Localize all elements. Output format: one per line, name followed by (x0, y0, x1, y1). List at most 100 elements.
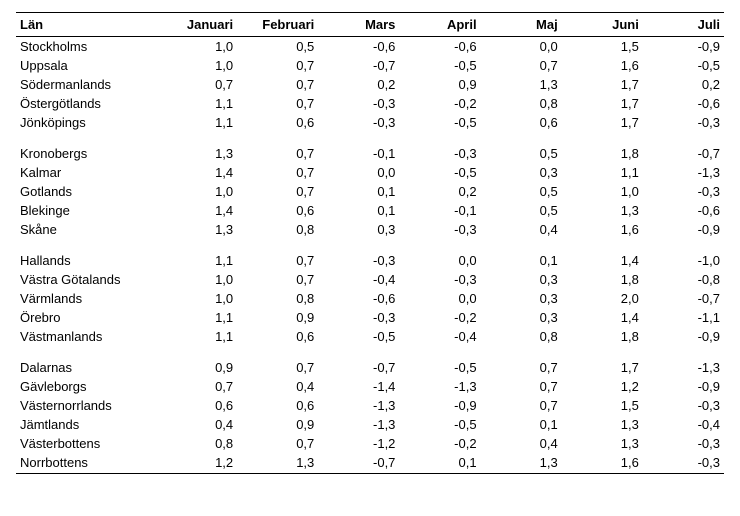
value-cell: 0,7 (481, 377, 562, 396)
value-cell: 0,3 (481, 163, 562, 182)
table-row: Gotlands1,00,70,10,20,51,0-0,3 (16, 182, 724, 201)
table-row: Norrbottens1,21,3-0,70,11,31,6-0,3 (16, 453, 724, 474)
value-cell: 0,6 (156, 396, 237, 415)
value-cell: 1,0 (156, 182, 237, 201)
table-row: Blekinge1,40,60,1-0,10,51,3-0,6 (16, 201, 724, 220)
value-cell: -1,2 (318, 434, 399, 453)
value-cell: -0,1 (318, 144, 399, 163)
value-cell: -0,6 (643, 201, 724, 220)
table-row: Västra Götalands1,00,7-0,4-0,30,31,8-0,8 (16, 270, 724, 289)
group-spacer (16, 132, 724, 144)
value-cell: 1,0 (156, 270, 237, 289)
group-spacer (16, 346, 724, 358)
table-row: Jämtlands0,40,9-1,3-0,50,11,3-0,4 (16, 415, 724, 434)
county-name-cell: Gotlands (16, 182, 156, 201)
value-cell: -0,5 (643, 56, 724, 75)
value-cell: 0,3 (481, 308, 562, 327)
value-cell: 0,4 (481, 220, 562, 239)
col-header-juli: Juli (643, 13, 724, 37)
value-cell: 1,0 (156, 56, 237, 75)
value-cell: -0,3 (318, 308, 399, 327)
value-cell: -0,3 (399, 270, 480, 289)
table-row: Västernorrlands0,60,6-1,3-0,90,71,5-0,3 (16, 396, 724, 415)
value-cell: 0,0 (318, 163, 399, 182)
county-name-cell: Västerbottens (16, 434, 156, 453)
value-cell: -0,9 (643, 377, 724, 396)
value-cell: 0,7 (237, 270, 318, 289)
value-cell: -0,5 (399, 358, 480, 377)
value-cell: 0,7 (237, 144, 318, 163)
value-cell: 1,5 (562, 396, 643, 415)
value-cell: 1,6 (562, 56, 643, 75)
value-cell: 1,5 (562, 37, 643, 57)
value-cell: 0,8 (156, 434, 237, 453)
table-row: Södermanlands0,70,70,20,91,31,70,2 (16, 75, 724, 94)
value-cell: 0,4 (481, 434, 562, 453)
table-row: Hallands1,10,7-0,30,00,11,4-1,0 (16, 251, 724, 270)
value-cell: 1,3 (156, 144, 237, 163)
value-cell: -0,7 (318, 56, 399, 75)
value-cell: 0,2 (643, 75, 724, 94)
group-spacer (16, 239, 724, 251)
value-cell: 0,8 (237, 289, 318, 308)
value-cell: 1,1 (156, 94, 237, 113)
value-cell: 0,1 (318, 182, 399, 201)
value-cell: -0,9 (643, 220, 724, 239)
value-cell: 0,8 (481, 94, 562, 113)
county-name-cell: Västra Götalands (16, 270, 156, 289)
value-cell: -0,3 (643, 113, 724, 132)
value-cell: 0,3 (318, 220, 399, 239)
value-cell: 0,5 (481, 201, 562, 220)
value-cell: 0,3 (481, 289, 562, 308)
county-name-cell: Värmlands (16, 289, 156, 308)
value-cell: 0,0 (481, 37, 562, 57)
value-cell: 0,1 (481, 251, 562, 270)
value-cell: 1,1 (156, 113, 237, 132)
value-cell: 1,1 (156, 308, 237, 327)
table-row: Västmanlands1,10,6-0,5-0,40,81,8-0,9 (16, 327, 724, 346)
value-cell: 0,9 (156, 358, 237, 377)
value-cell: -0,6 (399, 37, 480, 57)
value-cell: 1,3 (562, 415, 643, 434)
county-name-cell: Kronobergs (16, 144, 156, 163)
value-cell: 0,8 (237, 220, 318, 239)
value-cell: -0,5 (318, 327, 399, 346)
value-cell: -0,5 (399, 163, 480, 182)
value-cell: -0,3 (643, 182, 724, 201)
table-row: Dalarnas0,90,7-0,7-0,50,71,7-1,3 (16, 358, 724, 377)
value-cell: 1,8 (562, 270, 643, 289)
col-header-januari: Januari (156, 13, 237, 37)
value-cell: 0,7 (237, 163, 318, 182)
col-header-april: April (399, 13, 480, 37)
county-name-cell: Stockholms (16, 37, 156, 57)
value-cell: -0,5 (399, 56, 480, 75)
table-row: Västerbottens0,80,7-1,2-0,20,41,3-0,3 (16, 434, 724, 453)
county-name-cell: Örebro (16, 308, 156, 327)
county-name-cell: Blekinge (16, 201, 156, 220)
col-header-mars: Mars (318, 13, 399, 37)
value-cell: 0,7 (481, 358, 562, 377)
value-cell: -0,9 (399, 396, 480, 415)
value-cell: -0,2 (399, 94, 480, 113)
value-cell: 1,3 (481, 75, 562, 94)
county-name-cell: Östergötlands (16, 94, 156, 113)
value-cell: -0,9 (643, 37, 724, 57)
county-name-cell: Kalmar (16, 163, 156, 182)
value-cell: -0,5 (399, 415, 480, 434)
value-cell: 1,7 (562, 113, 643, 132)
value-cell: 0,7 (237, 358, 318, 377)
value-cell: -0,7 (643, 144, 724, 163)
county-data-table: Län Januari Februari Mars April Maj Juni… (16, 12, 724, 474)
value-cell: 1,3 (237, 453, 318, 474)
value-cell: 1,4 (156, 201, 237, 220)
value-cell: 2,0 (562, 289, 643, 308)
value-cell: -1,1 (643, 308, 724, 327)
value-cell: 0,1 (318, 201, 399, 220)
table-row: Kalmar1,40,70,0-0,50,31,1-1,3 (16, 163, 724, 182)
value-cell: 1,4 (156, 163, 237, 182)
value-cell: -0,4 (643, 415, 724, 434)
value-cell: 0,7 (481, 56, 562, 75)
value-cell: -0,2 (399, 308, 480, 327)
value-cell: 1,1 (562, 163, 643, 182)
value-cell: -0,3 (318, 113, 399, 132)
